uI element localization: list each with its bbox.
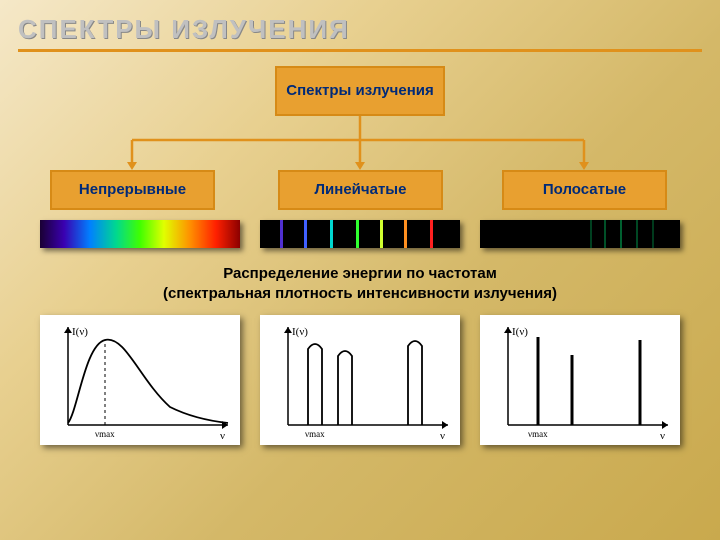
- child-label-2: Линейчатые: [315, 181, 407, 199]
- svg-text:νmax: νmax: [95, 429, 115, 439]
- svg-text:νmax: νmax: [305, 429, 325, 439]
- svg-text:I(ν): I(ν): [72, 326, 88, 338]
- spectra-row: [0, 220, 720, 248]
- spectrum-band: [480, 220, 680, 248]
- svg-text:ν: ν: [440, 430, 445, 442]
- charts-row: I(ν) ν νmax I(ν) ν νmax I(ν) ν νmax: [0, 315, 720, 445]
- child-box-line: Линейчатые: [278, 170, 443, 210]
- root-box-label: Спектры излучения: [286, 82, 433, 100]
- subtitle: Распределение энергии по частотам (спект…: [0, 264, 720, 303]
- child-box-band: Полосатые: [502, 170, 667, 210]
- chart-band: I(ν) ν νmax: [480, 315, 680, 445]
- chart-continuous: I(ν) ν νmax: [40, 315, 240, 445]
- page-title: СПЕКТРЫ ИЗЛУЧЕНИЯ: [18, 14, 702, 45]
- svg-text:ν: ν: [660, 430, 665, 442]
- title-bar: СПЕКТРЫ ИЗЛУЧЕНИЯ: [0, 0, 720, 58]
- root-box: Спектры излучения: [275, 66, 445, 116]
- title-underline: [18, 49, 702, 52]
- svg-text:I(ν): I(ν): [292, 326, 308, 338]
- svg-text:ν: ν: [220, 430, 225, 442]
- child-label-3: Полосатые: [543, 181, 626, 199]
- subtitle-line-2: (спектральная плотность интенсивности из…: [0, 284, 720, 304]
- hierarchy-diagram: Спектры излучения Непрерывные Линейчатые…: [0, 58, 720, 198]
- svg-text:I(ν): I(ν): [512, 326, 528, 338]
- child-box-continuous: Непрерывные: [50, 170, 215, 210]
- spectrum-continuous: [40, 220, 240, 248]
- svg-text:νmax: νmax: [528, 429, 548, 439]
- spectrum-line: [260, 220, 460, 248]
- subtitle-line-1: Распределение энергии по частотам: [0, 264, 720, 284]
- child-label-1: Непрерывные: [79, 181, 186, 199]
- chart-line: I(ν) ν νmax: [260, 315, 460, 445]
